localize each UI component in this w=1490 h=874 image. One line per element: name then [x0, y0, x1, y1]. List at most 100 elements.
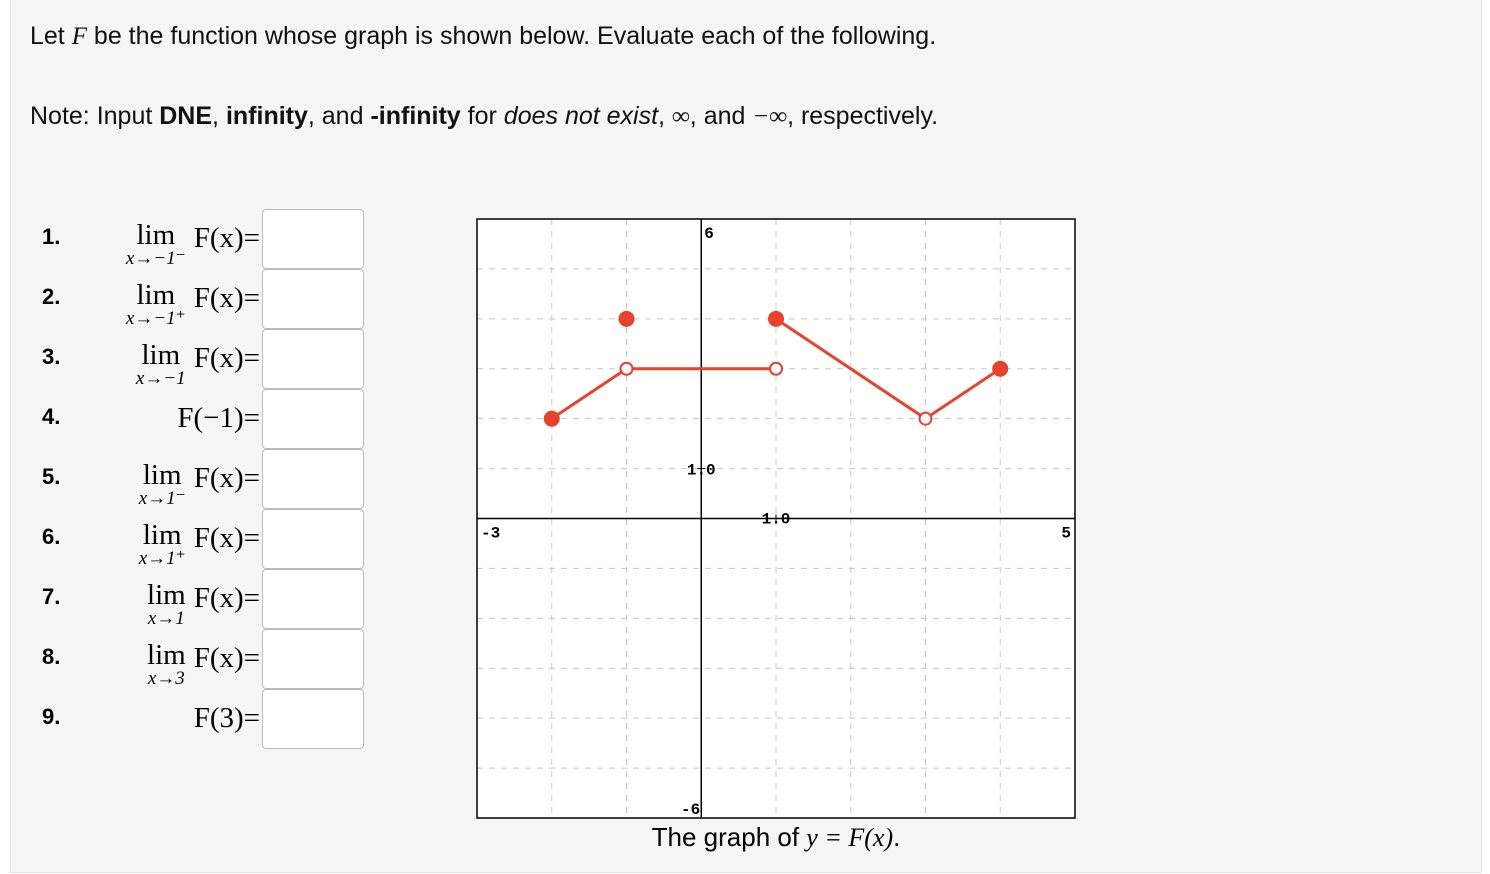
- text: DNE: [159, 102, 213, 130]
- function: F(x)=: [193, 641, 260, 674]
- graph-segment: [924, 367, 1002, 420]
- caption: The graph of y = F(x).: [477, 822, 1075, 853]
- intro: Let F be the function whose graph is sho…: [30, 22, 936, 51]
- text: ,: [658, 102, 672, 130]
- limit-operator: lim: [142, 459, 182, 491]
- limit-operator: lim: [147, 639, 186, 671]
- axis-limit-label: 5: [1061, 525, 1071, 543]
- limit-approach: x→−1⁻: [125, 248, 186, 269]
- limit: lim x→1⁺: [139, 520, 186, 568]
- question-number: 4.: [42, 404, 61, 429]
- question-number: 2.: [42, 284, 61, 309]
- text: does not exist: [503, 102, 659, 130]
- math: −∞: [752, 103, 788, 130]
- answer-input[interactable]: [262, 269, 364, 329]
- limit-operator: lim: [142, 519, 182, 551]
- question-number: 7.: [42, 584, 61, 609]
- question-math: F(−1)=: [177, 388, 260, 448]
- axis-limit-label: -6: [681, 801, 700, 819]
- limit: lim x→1: [147, 580, 186, 628]
- open-point: [769, 361, 783, 376]
- limit-approach: x→−1: [135, 368, 186, 389]
- question: 3. lim x→−1 F(x)=: [0, 328, 370, 389]
- closed-point: [992, 360, 1009, 377]
- math: ∞: [671, 103, 690, 130]
- x-tick-label: 1.0: [762, 511, 791, 529]
- graph: -3 5 6 -6 1.0 1.0: [476, 218, 1076, 819]
- math: F: [71, 23, 87, 50]
- function: F(x)=: [193, 461, 260, 494]
- graph-segment: [550, 367, 628, 420]
- answer-input[interactable]: [262, 329, 364, 389]
- limit-approach: x→3: [147, 668, 185, 689]
- question-math: lim x→1⁺ F(x)=: [139, 508, 260, 568]
- question-number: 3.: [42, 344, 61, 369]
- question-number: 1.: [42, 224, 61, 249]
- function: F(x)=: [193, 221, 260, 254]
- text: be the function whose graph is shown bel…: [86, 22, 937, 50]
- answer-input[interactable]: [262, 389, 364, 449]
- question-number: 6.: [42, 524, 61, 549]
- limit-operator: lim: [141, 339, 181, 371]
- question: 4. F(−1)=: [0, 388, 370, 449]
- limit: lim x→1⁻: [139, 460, 186, 508]
- question: 8. lim x→3 F(x)=: [0, 628, 370, 689]
- y-tick-label: 1.0: [687, 462, 716, 480]
- text: Let: [30, 22, 72, 50]
- text: -infinity: [370, 102, 461, 130]
- text: ,: [212, 102, 226, 130]
- question: 6. lim x→1⁺ F(x)=: [0, 508, 370, 569]
- question: 2. lim x→−1⁺ F(x)=: [0, 268, 370, 329]
- question: 1. lim x→−1⁻ F(x)=: [0, 208, 370, 269]
- text: , and: [689, 102, 753, 130]
- limit-operator: lim: [136, 279, 176, 311]
- question: 7. lim x→1 F(x)=: [0, 568, 370, 629]
- limit-approach: x→1⁻: [138, 488, 186, 509]
- answer-input[interactable]: [262, 509, 364, 569]
- axis-limit-label: 6: [704, 225, 714, 243]
- answer-input[interactable]: [262, 569, 364, 629]
- answer-input[interactable]: [262, 689, 364, 749]
- question-number: 5.: [42, 464, 61, 489]
- question-math: lim x→1 F(x)=: [147, 568, 260, 628]
- text: for: [460, 102, 504, 130]
- text: infinity: [225, 102, 308, 130]
- text: .: [893, 822, 901, 852]
- graph-segment: [775, 317, 927, 420]
- closed-point: [618, 310, 635, 327]
- question-number: 8.: [42, 644, 61, 669]
- function: F(−1)=: [177, 401, 260, 434]
- limit-approach: x→−1⁺: [125, 308, 186, 329]
- question-math: lim x→3 F(x)=: [147, 628, 260, 688]
- text: Note: Input: [30, 102, 160, 130]
- question-math: F(3)=: [194, 688, 260, 748]
- function: F(x)=: [193, 581, 260, 614]
- answer-input[interactable]: [262, 449, 364, 509]
- closed-point: [768, 310, 784, 327]
- limit: lim x→−1⁺: [126, 280, 186, 328]
- text: , respectively.: [787, 102, 939, 130]
- limit: lim x→−1⁻: [126, 220, 186, 268]
- function: F(x)=: [193, 521, 260, 554]
- question-math: lim x→1⁻ F(x)=: [139, 448, 260, 508]
- text: The graph of: [651, 822, 807, 852]
- question-math: lim x→−1⁺ F(x)=: [126, 268, 260, 328]
- note: Note: Input DNE, infinity, and -infinity…: [30, 102, 938, 131]
- function: F(x)=: [193, 281, 260, 314]
- limit-approach: x→1: [147, 608, 185, 629]
- question-number: 9.: [42, 704, 61, 729]
- limit-operator: lim: [147, 579, 186, 611]
- text: , and: [307, 102, 371, 130]
- answer-input[interactable]: [262, 629, 364, 689]
- limit-approach: x→1⁺: [138, 548, 186, 569]
- answer-input[interactable]: [262, 209, 364, 269]
- function: F(3)=: [193, 701, 260, 734]
- question: 5. lim x→1⁻ F(x)=: [0, 448, 370, 509]
- limit-operator: lim: [136, 219, 176, 251]
- limit: lim x→3: [147, 640, 186, 688]
- plot-frame: [476, 218, 1076, 819]
- math: y = F(x): [806, 823, 894, 852]
- question: 9. F(3)=: [0, 688, 370, 749]
- question-math: lim x→−1⁻ F(x)=: [126, 208, 260, 268]
